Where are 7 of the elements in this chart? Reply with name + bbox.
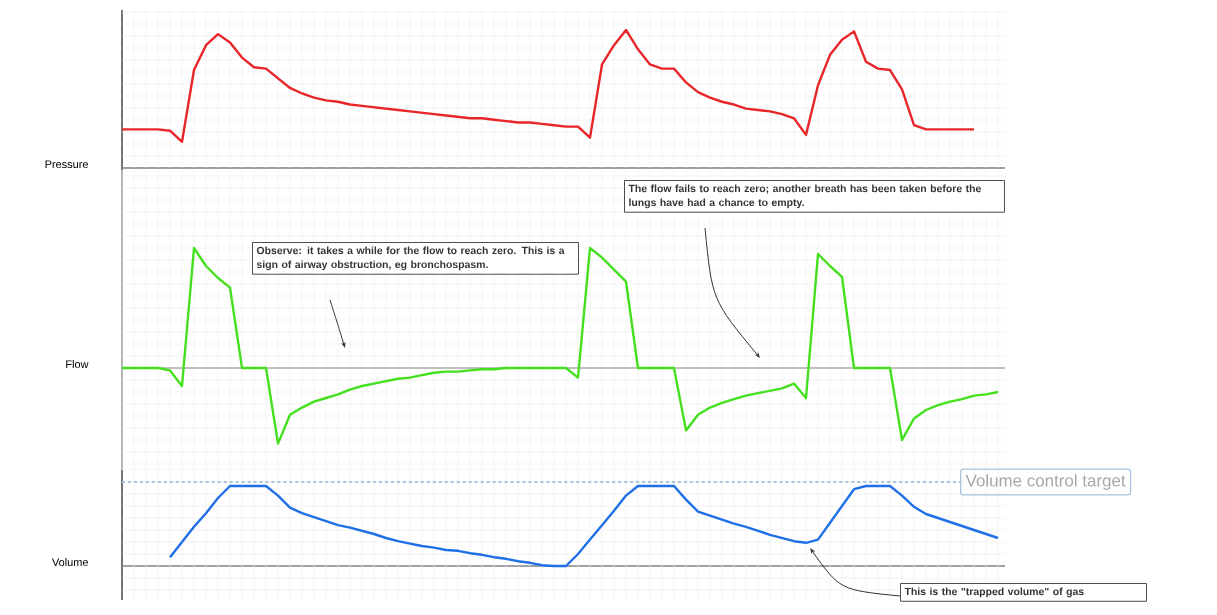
text: The flow fails to reach zero; another breath has been taken before the lungs have had a chance to empty.	[628, 184, 981, 209]
y-axis-title: Volume	[51, 558, 88, 567]
text: This is the "trapped volume" of gas	[904, 587, 1084, 598]
y-axis-title: Flow	[66, 360, 89, 369]
annotation: Observe: it takes a while for the flow to reach zero. This is a sign of airway obstruction, eg bronchospasm.	[256, 246, 565, 271]
y-axis-title: Pressure	[45, 160, 88, 169]
ref-line-label: Volume control target	[965, 474, 1126, 490]
